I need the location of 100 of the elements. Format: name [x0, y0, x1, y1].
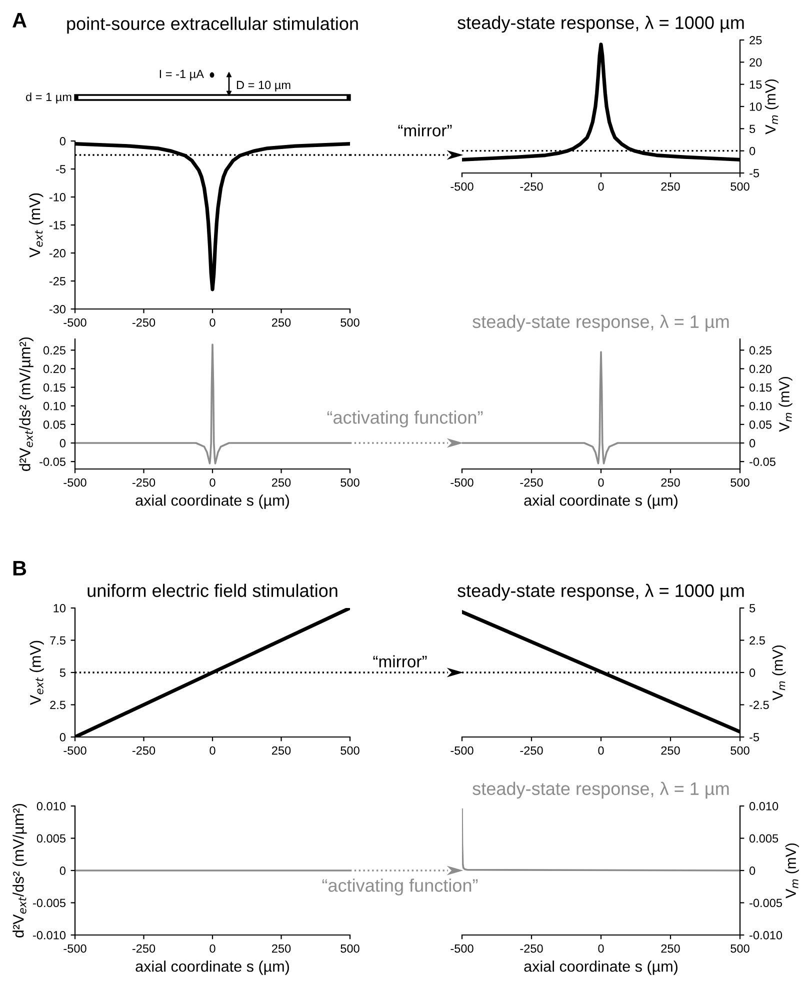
x-tick-label: 500 [340, 746, 360, 755]
y2-axis-title: V$_{m}$ (mV) [785, 843, 799, 898]
y-tick-label: -0.010 [33, 931, 66, 940]
x-tick-label: 250 [661, 182, 680, 191]
x-tick-label: 0 [210, 318, 216, 327]
x-tick-label: 250 [661, 478, 680, 487]
x-tick-label: -500 [64, 746, 86, 755]
text: “mirror” [373, 655, 427, 668]
x-tick-label: 250 [272, 318, 291, 327]
y2-tick-label: -0.05 [750, 458, 776, 466]
text: B [13, 561, 26, 576]
y2-tick-label: -2.5 [750, 700, 769, 710]
chart-title: steady-state response, λ = 1000 µm [458, 16, 744, 33]
y-tick-label: 0.010 [36, 802, 66, 810]
y2-tick-label: 0.15 [749, 383, 772, 392]
x-tick-label: -250 [520, 478, 543, 487]
y2-tick-label: 0 [749, 668, 756, 677]
x-tick-label: 500 [730, 944, 750, 953]
y-tick-label: 0.005 [36, 834, 66, 843]
y-tick-label: 0 [60, 137, 66, 146]
x-tick-label: 250 [272, 478, 291, 487]
y-tick-label: -10 [49, 193, 66, 202]
text: D = 10 µm [236, 80, 290, 92]
x-tick-label: 500 [340, 318, 360, 327]
text: A [12, 13, 26, 28]
y-tick-label: 0.10 [43, 402, 66, 410]
x-tick-label: 0 [598, 182, 604, 191]
y2-tick-label: 0.10 [749, 402, 772, 410]
y-tick-label: 0.20 [43, 364, 66, 374]
text: I = -1 µA [160, 70, 204, 81]
x-tick-label: 250 [661, 944, 680, 953]
x-tick-label: -500 [450, 746, 474, 755]
y-tick-label: -30 [49, 305, 66, 314]
y2-tick-label: 2.5 [750, 636, 765, 645]
chart-title: steady-state response, λ = 1 µm [472, 782, 729, 799]
y-tick-label: -0.05 [40, 458, 66, 466]
y-tick-label: 0.25 [43, 346, 66, 355]
y-axis-title: d²V$_{ext}$/ds² (mV/µm²) [12, 804, 27, 938]
x-tick-label: -500 [450, 182, 474, 191]
y2-tick-label: 0.05 [749, 420, 772, 429]
x-tick-label: 0 [210, 944, 216, 953]
y2-tick-label: 15 [750, 80, 762, 89]
y-tick-label: 5 [60, 668, 66, 677]
y-tick-label: 7.5 [50, 636, 66, 645]
y2-tick-label: -0.010 [750, 931, 782, 940]
y-tick-label: -20 [49, 249, 66, 258]
y2-tick-label: -5 [750, 169, 760, 178]
y-tick-label: -5 [56, 165, 66, 174]
y2-axis-title: V$_{m}$ (mV) [778, 376, 792, 432]
text: “mirror” [398, 124, 452, 136]
y-tick-label: 0.15 [43, 383, 66, 392]
y2-tick-label: 25 [750, 36, 762, 44]
x-axis-title: axial coordinate s (µm) [524, 494, 678, 509]
x-axis-title: axial coordinate s (µm) [524, 960, 678, 975]
x-tick-label: -250 [520, 182, 543, 191]
x-tick-label: 500 [730, 478, 750, 487]
x-tick-label: -500 [450, 478, 474, 487]
y-tick-label: 0.05 [43, 420, 66, 429]
y-tick-label: -25 [49, 277, 66, 286]
x-tick-label: -250 [132, 944, 156, 953]
y2-tick-label: -5 [750, 733, 760, 742]
x-tick-label: 500 [730, 182, 750, 191]
x-tick-label: 500 [730, 746, 750, 755]
y2-axis-title: V$_{m}$ (mV) [764, 79, 779, 134]
x-axis-title: axial coordinate s (µm) [136, 960, 289, 975]
x-tick-label: 0 [210, 478, 216, 487]
y-tick-label: 0 [60, 733, 66, 742]
x-tick-label: 0 [598, 478, 604, 487]
y-axis-title: V$_{ext}$ (mV) [30, 640, 44, 706]
annotation: “activating function” [322, 878, 478, 896]
y2-tick-label: 0.20 [749, 364, 772, 374]
y2-axis-title: V$_{m}$ (mV) [772, 645, 786, 700]
y-axis-title: V$_{ext}$ (mV) [28, 193, 44, 258]
x-tick-label: -500 [450, 944, 474, 953]
x-tick-label: -250 [132, 746, 156, 755]
text: d = 1 µm [26, 92, 72, 104]
y-tick-label: 0 [60, 866, 66, 875]
x-tick-label: -500 [64, 944, 86, 953]
y2-tick-label: 0 [749, 146, 756, 156]
y2-tick-label: 5 [750, 124, 756, 134]
y2-tick-label: 0 [749, 866, 756, 875]
x-tick-label: 500 [340, 944, 360, 953]
y-tick-label: -15 [49, 221, 66, 230]
y2-tick-label: 0 [749, 439, 756, 448]
y-axis-title: d²V$_{ext}$/ds² (mV/µm²) [19, 337, 34, 471]
y-tick-label: 2.5 [50, 700, 66, 710]
y-tick-label: 10 [54, 604, 66, 612]
x-tick-label: -250 [520, 944, 543, 953]
chart-title: steady-state response, λ = 1000 µm [458, 584, 744, 601]
x-tick-label: 250 [272, 746, 291, 755]
x-tick-label: 0 [598, 944, 604, 953]
y2-tick-label: 10 [750, 102, 762, 111]
y-tick-label: -0.005 [33, 898, 66, 908]
x-tick-label: 250 [661, 746, 680, 755]
y-tick-label: 0 [60, 439, 66, 448]
x-tick-label: 500 [340, 478, 360, 487]
y2-tick-label: 20 [750, 58, 762, 67]
y2-tick-label: 0.005 [749, 834, 778, 843]
x-tick-label: 250 [272, 944, 291, 953]
chart-title: uniform electric field stimulation [88, 584, 338, 598]
